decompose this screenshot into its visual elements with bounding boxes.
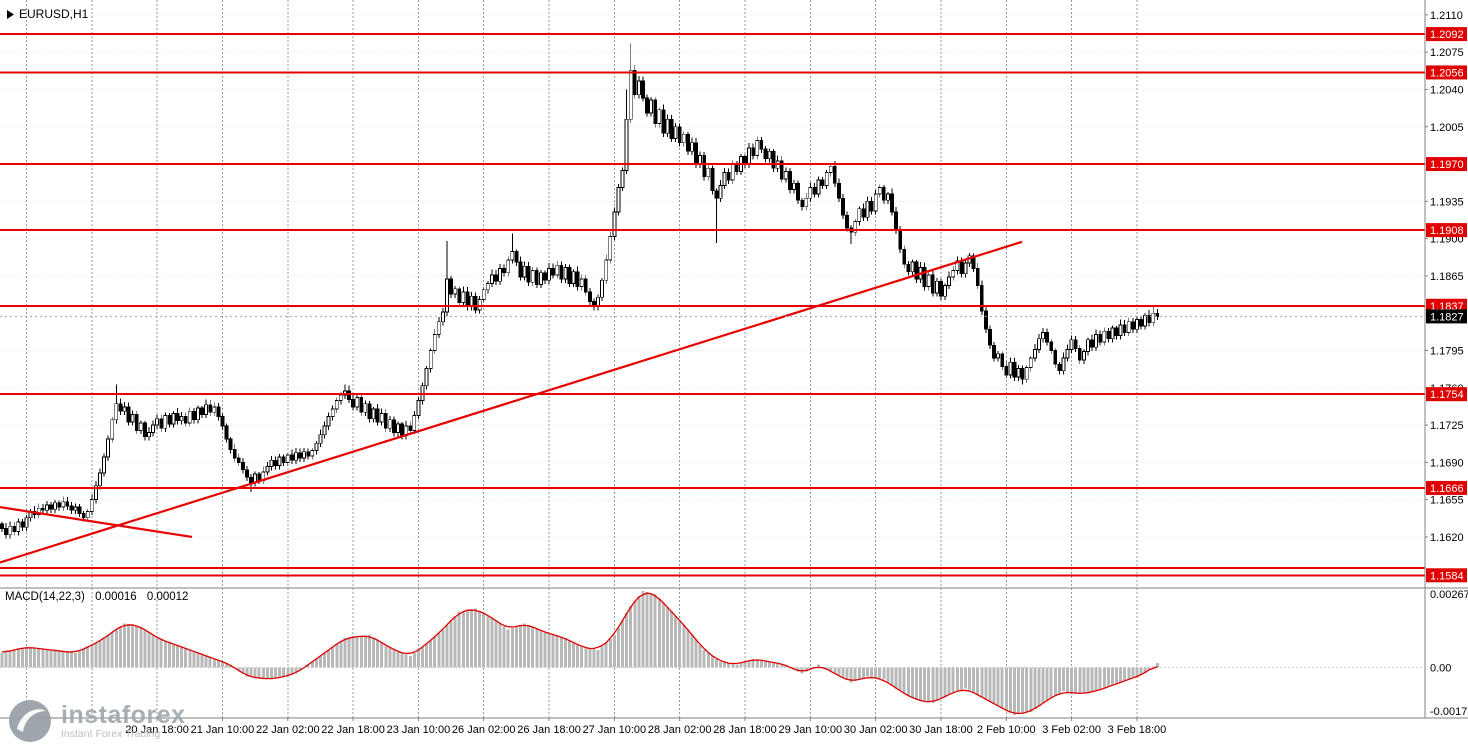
svg-text:1.1970: 1.1970 bbox=[1430, 159, 1464, 171]
macd-indicator-name: MACD(14,22,3) bbox=[5, 591, 85, 603]
macd-value-signal: 0.00012 bbox=[146, 591, 189, 603]
svg-text:22 Jan 02:00: 22 Jan 02:00 bbox=[256, 724, 320, 736]
svg-text:2 Feb 10:00: 2 Feb 10:00 bbox=[977, 724, 1036, 736]
svg-text:1.2092: 1.2092 bbox=[1430, 29, 1464, 41]
svg-text:30 Jan 18:00: 30 Jan 18:00 bbox=[909, 724, 973, 736]
symbol-timeframe-text: EURUSD,H1 bbox=[19, 7, 89, 21]
macd-value-main: 0.00016 bbox=[95, 591, 137, 603]
svg-text:28 Jan 18:00: 28 Jan 18:00 bbox=[713, 724, 777, 736]
svg-text:1.2110: 1.2110 bbox=[1430, 10, 1463, 22]
svg-text:1.1690: 1.1690 bbox=[1430, 457, 1464, 469]
svg-text:1.1908: 1.1908 bbox=[1430, 225, 1464, 237]
trendlines[interactable] bbox=[0, 240, 1023, 564]
svg-text:1.1584: 1.1584 bbox=[1430, 570, 1464, 582]
svg-text:-0.00171: -0.00171 bbox=[1430, 706, 1468, 718]
svg-text:20 Jan 18:00: 20 Jan 18:00 bbox=[125, 724, 189, 736]
svg-text:1.1655: 1.1655 bbox=[1430, 495, 1464, 507]
svg-text:1.2005: 1.2005 bbox=[1430, 122, 1464, 134]
support-resistance-levels[interactable] bbox=[0, 33, 1425, 577]
svg-text:30 Jan 02:00: 30 Jan 02:00 bbox=[844, 724, 908, 736]
svg-text:29 Jan 10:00: 29 Jan 10:00 bbox=[779, 724, 843, 736]
svg-text:3 Feb 02:00: 3 Feb 02:00 bbox=[1042, 724, 1101, 736]
svg-text:1.2075: 1.2075 bbox=[1430, 47, 1464, 59]
svg-text:1.1865: 1.1865 bbox=[1430, 271, 1464, 283]
svg-text:3 Feb 18:00: 3 Feb 18:00 bbox=[1108, 724, 1167, 736]
svg-text:1.2056: 1.2056 bbox=[1430, 67, 1464, 79]
svg-text:0.00267: 0.00267 bbox=[1430, 589, 1468, 601]
svg-text:1.1754: 1.1754 bbox=[1430, 389, 1464, 401]
svg-text:1.2040: 1.2040 bbox=[1430, 84, 1464, 96]
svg-text:1.1795: 1.1795 bbox=[1430, 345, 1464, 357]
svg-text:26 Jan 02:00: 26 Jan 02:00 bbox=[452, 724, 516, 736]
svg-text:22 Jan 18:00: 22 Jan 18:00 bbox=[321, 724, 385, 736]
symbol-timeframe-label: EURUSD,H1 bbox=[7, 7, 88, 21]
svg-text:23 Jan 10:00: 23 Jan 10:00 bbox=[387, 724, 451, 736]
time-axis: 20 Jan 18:00 21 Jan 10:00 22 Jan 02:00 22 J… bbox=[125, 718, 1166, 736]
svg-text:1.1935: 1.1935 bbox=[1430, 196, 1464, 208]
macd-histogram bbox=[0, 591, 1425, 715]
candlesticks bbox=[0, 43, 1160, 539]
macd-signal-line bbox=[1, 592, 1158, 715]
svg-text:28 Jan 02:00: 28 Jan 02:00 bbox=[648, 724, 712, 736]
chart-symbol-icon bbox=[7, 9, 14, 19]
svg-text:1.1827: 1.1827 bbox=[1430, 311, 1464, 323]
svg-text:21 Jan 10:00: 21 Jan 10:00 bbox=[191, 724, 255, 736]
svg-text:27 Jan 10:00: 27 Jan 10:00 bbox=[583, 724, 647, 736]
svg-text:0.00: 0.00 bbox=[1430, 663, 1451, 675]
svg-text:26 Jan 18:00: 26 Jan 18:00 bbox=[517, 724, 581, 736]
svg-text:1.1620: 1.1620 bbox=[1430, 532, 1464, 544]
svg-text:1.1725: 1.1725 bbox=[1430, 420, 1464, 432]
price-axis: 1.21101.20751.20401.20051.19351.19001.18… bbox=[1425, 10, 1468, 718]
panel-separators bbox=[0, 0, 1468, 719]
svg-text:1.1666: 1.1666 bbox=[1430, 483, 1464, 495]
current-price-label bbox=[1426, 309, 1467, 324]
grid-lines bbox=[0, 0, 1425, 718]
macd-indicator-label: MACD(14,22,3) 0.00016 0.00012 bbox=[5, 591, 195, 603]
